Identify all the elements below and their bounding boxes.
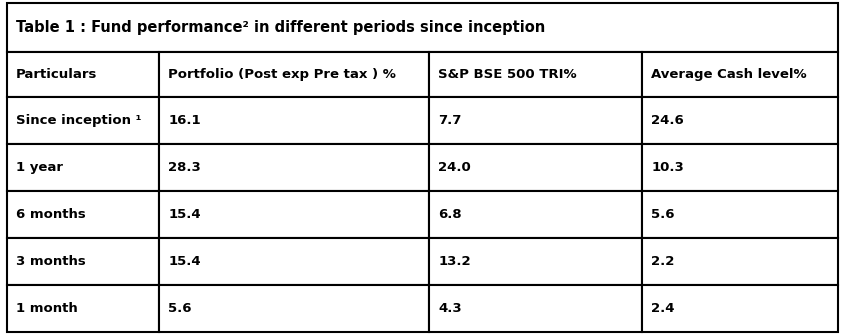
Bar (159, 191, 429, 238)
Text: 4.3: 4.3 (438, 302, 462, 315)
Text: Average Cash level%: Average Cash level% (651, 68, 806, 81)
Text: 2.2: 2.2 (651, 255, 674, 268)
Bar (7, 97, 159, 144)
Bar (7, 3, 837, 52)
Bar (429, 97, 641, 144)
Bar (429, 144, 641, 191)
Bar (641, 144, 837, 191)
Text: 24.6: 24.6 (651, 114, 684, 127)
Text: 2.4: 2.4 (651, 302, 674, 315)
Text: 15.4: 15.4 (168, 255, 201, 268)
Bar (429, 285, 641, 332)
Bar (159, 144, 429, 191)
Text: 10.3: 10.3 (651, 161, 684, 174)
Bar (429, 191, 641, 238)
Text: S&P BSE 500 TRI%: S&P BSE 500 TRI% (438, 68, 576, 81)
Text: 28.3: 28.3 (168, 161, 201, 174)
Text: 16.1: 16.1 (168, 114, 201, 127)
Bar (159, 285, 429, 332)
Text: 15.4: 15.4 (168, 208, 201, 221)
Text: 3 months: 3 months (16, 255, 86, 268)
Text: Particulars: Particulars (16, 68, 97, 81)
Text: 5.6: 5.6 (168, 302, 192, 315)
Bar (159, 238, 429, 285)
Bar (641, 97, 837, 144)
Bar (641, 285, 837, 332)
Bar (7, 191, 159, 238)
Bar (7, 144, 159, 191)
Bar (429, 238, 641, 285)
Bar (7, 285, 159, 332)
Bar (159, 52, 429, 97)
Text: Portfolio (Post exp Pre tax ) %: Portfolio (Post exp Pre tax ) % (168, 68, 396, 81)
Bar (429, 52, 641, 97)
Text: 6.8: 6.8 (438, 208, 462, 221)
Bar (7, 238, 159, 285)
Bar (641, 191, 837, 238)
Text: 5.6: 5.6 (651, 208, 674, 221)
Text: Since inception ¹: Since inception ¹ (16, 114, 142, 127)
Text: 1 year: 1 year (16, 161, 63, 174)
Text: 6 months: 6 months (16, 208, 86, 221)
Text: 13.2: 13.2 (438, 255, 470, 268)
Text: 1 month: 1 month (16, 302, 78, 315)
Bar (159, 97, 429, 144)
Bar (7, 52, 159, 97)
Bar (641, 52, 837, 97)
Bar (641, 238, 837, 285)
Text: 7.7: 7.7 (438, 114, 462, 127)
Text: Table 1 : Fund performance² in different periods since inception: Table 1 : Fund performance² in different… (16, 20, 544, 35)
Text: 24.0: 24.0 (438, 161, 471, 174)
